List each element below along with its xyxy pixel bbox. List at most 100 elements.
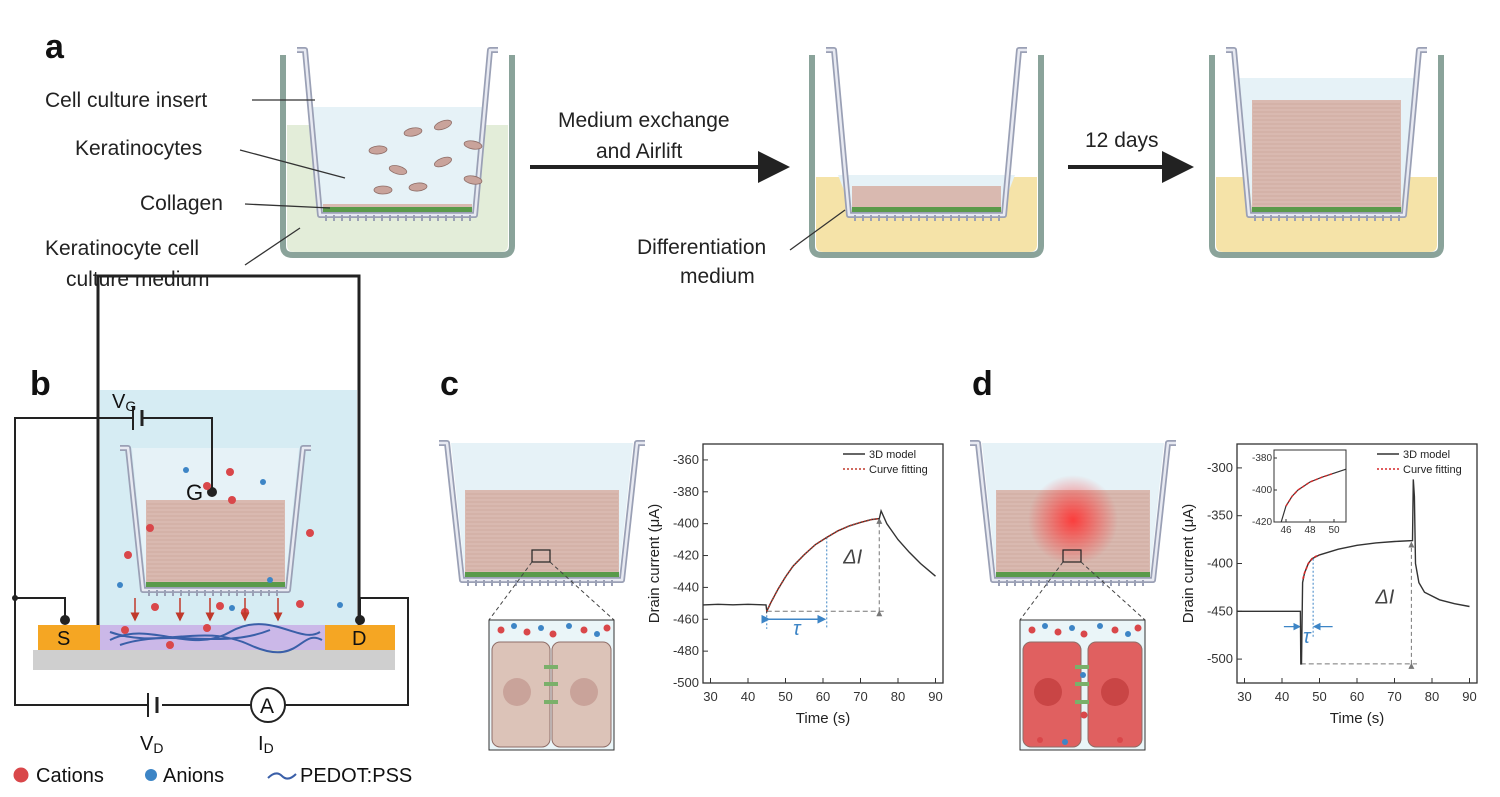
vg-label: VG (112, 391, 136, 414)
panel-label-b: b (30, 365, 51, 403)
cell-nucleus (1101, 678, 1129, 706)
drain-label: D (352, 628, 366, 650)
label-medium-line1: Keratinocyte cell (45, 237, 199, 260)
collagen-layer (146, 582, 285, 587)
y-tick-label: -300 (1207, 460, 1233, 475)
x-tick-label: 90 (1462, 689, 1476, 704)
tissue (1252, 100, 1401, 211)
inset-frame (1273, 449, 1347, 523)
insert-wall-highlight (439, 441, 645, 582)
legend-label: Curve fitting (869, 464, 928, 476)
collagen-layer (1252, 207, 1401, 212)
cation-icon (166, 641, 174, 649)
tight-junction (1075, 682, 1089, 686)
y-tick-label: -380 (673, 484, 699, 499)
x-tick-label: 60 (816, 689, 830, 704)
well-wall (1209, 55, 1444, 258)
cell-nucleus (503, 678, 531, 706)
legend-anions: Anions (163, 765, 224, 787)
well-air (816, 58, 1037, 177)
label-step2: 12 days (1085, 129, 1159, 152)
cation-icon (12, 766, 30, 784)
source-electrode (38, 625, 100, 650)
panel-d-damaged-tissue-schematic (970, 440, 1176, 751)
keratinocyte-cell (463, 175, 483, 185)
x-tick-label: 80 (1425, 689, 1439, 704)
x-tick-label: 50 (1312, 689, 1326, 704)
cation-icon (1134, 624, 1142, 632)
inset-x-tick-label: 48 (1304, 525, 1316, 536)
keratinocyte-cell (403, 127, 423, 137)
cation-icon (228, 496, 236, 504)
leader-line (244, 227, 301, 266)
x-tick-label: 70 (853, 689, 867, 704)
zoom-line (1080, 561, 1146, 621)
cation-icon (203, 624, 211, 632)
series-line-curve-fitting (766, 517, 880, 612)
legend-pedot: PEDOT:PSS (300, 765, 412, 787)
cation-icon (549, 630, 557, 638)
tight-junction (544, 700, 558, 704)
anion-icon (337, 602, 343, 608)
anion-icon (538, 625, 544, 631)
y-tick-label: -400 (673, 516, 699, 531)
id-label: ID (258, 733, 274, 756)
keratinocyte-cell (368, 145, 388, 155)
tight-junction (1075, 700, 1089, 704)
cation-icon (580, 626, 588, 634)
pedot-fibers (109, 623, 323, 654)
inset-fit-line (1285, 472, 1335, 507)
cation-icon (296, 600, 304, 608)
legend-cations: Cations (36, 765, 104, 787)
label-step1-line1: Medium exchange (558, 109, 730, 132)
label-differentiation-line1: Differentiation (637, 236, 766, 259)
leader-line (239, 149, 346, 179)
culture-well (280, 47, 515, 258)
x-tick-label: 60 (1350, 689, 1364, 704)
gate-wire (142, 417, 213, 492)
label-medium-line2: culture medium (66, 268, 210, 291)
tissue (465, 490, 619, 576)
anion-icon (267, 577, 273, 583)
cation-icon (603, 624, 611, 632)
collagen-layer (323, 207, 472, 212)
drain-electrode (325, 625, 395, 650)
culture-well (809, 47, 1044, 258)
chart-c-drain-current: 30 40 50 60 70 80 90 -360 -380 -400 -420 -440 -460 -4… (646, 443, 944, 727)
y-tick-label: -480 (673, 643, 699, 658)
tau-label: τ (1303, 626, 1312, 648)
anion-icon (1069, 625, 1075, 631)
keratinocyte-cell (434, 156, 452, 168)
inset-y-tick-label: -420 (1252, 517, 1272, 528)
panel-c-healthy-tissue-schematic (439, 440, 645, 751)
inset-x-tick-label: 50 (1328, 525, 1340, 536)
ion-icon (1117, 737, 1123, 743)
x-tick-label: 90 (928, 689, 942, 704)
zoom-line (1019, 561, 1064, 621)
anion-icon (145, 769, 157, 781)
culture-well (1209, 47, 1444, 258)
zoom-line (488, 561, 533, 621)
panel-a-culture-workflow: Cell culture insert Keratinocytes Collag… (45, 47, 1444, 291)
anion-icon (1125, 631, 1131, 637)
zoom-region-box (531, 549, 551, 563)
x-tick-label: 30 (703, 689, 717, 704)
collagen-layer (465, 572, 619, 577)
y-tick-label: -500 (673, 675, 699, 690)
panel-b-oect-circuit: S D A G VG VD ID Cations Anions PEDOT:PS… (12, 274, 412, 787)
cation-icon (124, 551, 132, 559)
tight-junction (544, 682, 558, 686)
tau-label: τ (793, 618, 802, 640)
series-line-3d-model (1237, 479, 1470, 665)
x-tick-label: 30 (1237, 689, 1251, 704)
cation-icon (1028, 626, 1036, 634)
zoom-region-box (1062, 549, 1082, 563)
x-axis-label: Time (s) (796, 710, 850, 727)
substrate (33, 650, 395, 670)
cation-icon (306, 529, 314, 537)
y-tick-label: -360 (673, 452, 699, 467)
anion-icon (229, 605, 235, 611)
leader-line (789, 209, 846, 251)
anion-icon (566, 623, 572, 629)
